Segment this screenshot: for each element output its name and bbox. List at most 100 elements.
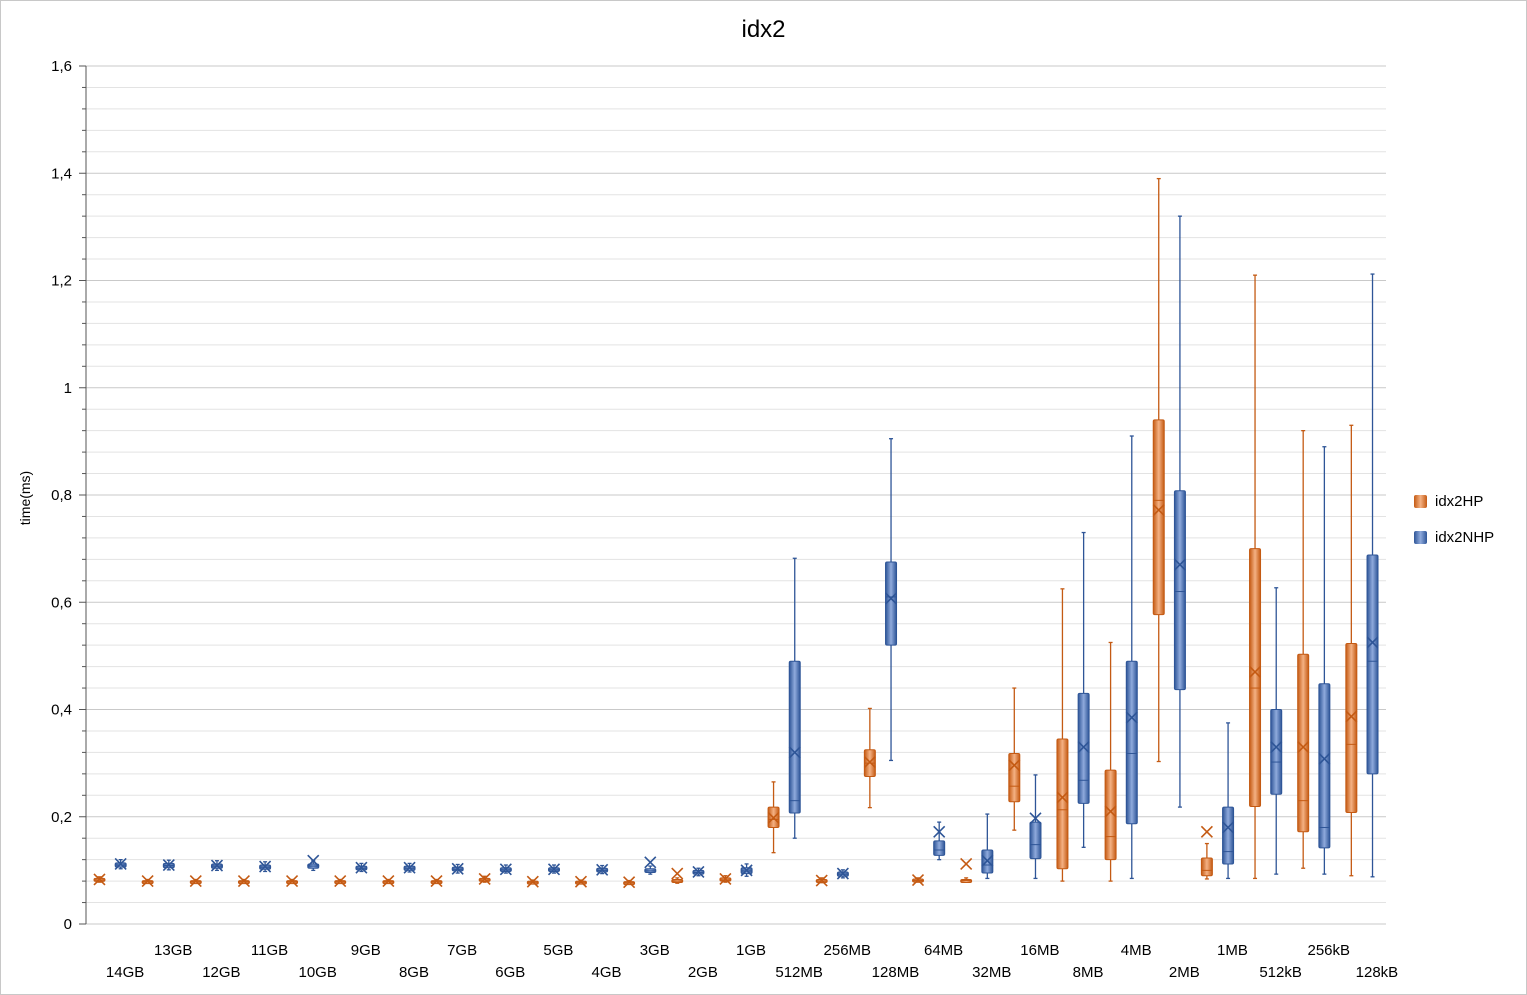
box-iqr [1104, 769, 1117, 861]
x-tick-label: 13GB [154, 942, 192, 959]
gridlines [79, 65, 1386, 925]
box-idx2NHP-1MB [1222, 722, 1235, 880]
x-tick-label: 32MB [972, 964, 1011, 981]
y-tick-label: 0,2 [51, 809, 72, 826]
mean-marker [286, 875, 299, 888]
legend-label-idx2nhp: idx2NHP [1435, 528, 1495, 546]
box-idx2HP-4GB [574, 875, 588, 888]
x-tick-label: 1MB [1217, 942, 1248, 959]
mean-marker [451, 862, 464, 875]
mean-marker [788, 746, 801, 759]
box-idx2NHP-1GB [740, 863, 753, 877]
mean-marker [1104, 805, 1117, 818]
mean-marker [596, 863, 609, 876]
mean-marker [334, 875, 347, 888]
box-idx2HP-256MB [815, 874, 828, 887]
box-iqr [933, 840, 946, 856]
mean-marker [1029, 812, 1042, 825]
legend-swatch-idx2nhp [1414, 530, 1427, 544]
mean-marker [574, 875, 588, 888]
box-idx2NHP-10GB [307, 854, 320, 872]
mean-marker [1152, 503, 1165, 517]
y-tick-label: 0,6 [51, 594, 72, 611]
mean-marker [93, 873, 106, 886]
mean-marker [1248, 665, 1262, 679]
mean-marker [863, 755, 876, 769]
mean-marker [623, 876, 636, 889]
mean-marker [1056, 791, 1069, 804]
box-iqr [1029, 821, 1042, 860]
box-idx2NHP-64MB [933, 821, 946, 861]
mean-marker [1125, 711, 1138, 724]
box-idx2NHP-4MB [1125, 435, 1138, 880]
box-idx2HP-8GB [382, 875, 395, 888]
y-tick-label: 1 [64, 380, 72, 397]
box-idx2NHP-7GB [451, 862, 464, 875]
box-idx2HP-2MB [1152, 177, 1165, 763]
box-idx2NHP-128MB [884, 438, 898, 762]
x-tick-label: 11GB [251, 942, 288, 959]
x-tick-label: 64MB [924, 942, 963, 959]
y-tick-label: 0 [64, 916, 72, 933]
box-idx2NHP-12GB [210, 859, 224, 872]
box-idx2HP-128MB [863, 707, 876, 809]
x-tick-label: 7GB [447, 942, 477, 959]
box-idx2NHP-512kB [1270, 587, 1283, 875]
mean-marker [141, 875, 154, 888]
mean-marker [189, 875, 202, 888]
box-idx2HP-256kB [1297, 429, 1310, 869]
box-idx2NHP-5GB [547, 863, 561, 876]
mean-marker [884, 592, 898, 605]
box-idx2NHP-3GB [644, 856, 657, 875]
x-tick-label: 14GB [106, 964, 144, 981]
mean-marker [933, 825, 946, 838]
legend-item-idx2hp: idx2HP [1414, 490, 1494, 512]
y-tick-label: 1,2 [51, 273, 72, 290]
x-tick-label: 3GB [640, 942, 670, 959]
box-iqr [1056, 738, 1069, 870]
mean-marker [1077, 740, 1090, 754]
x-tick-label: 8MB [1073, 964, 1104, 981]
x-tick-label: 4GB [592, 964, 622, 981]
legend-item-idx2nhp: idx2NHP [1414, 526, 1494, 548]
mean-marker [1173, 558, 1186, 571]
box-iqr [788, 660, 801, 814]
box-idx2HP-512MB [767, 781, 780, 854]
x-tick-label: 9GB [351, 942, 381, 959]
mean-marker [1297, 740, 1310, 754]
box-idx2HP-64MB [911, 873, 925, 887]
mean-marker [430, 875, 443, 888]
y-tick-label: 0,4 [51, 702, 72, 719]
box-idx2HP-128kB [1345, 424, 1358, 877]
box-idx2HP-4MB [1104, 641, 1117, 882]
box-idx2NHP-32MB [981, 813, 994, 880]
mean-marker [1008, 759, 1021, 772]
mean-marker [237, 875, 250, 888]
box-idx2NHP-8GB [403, 861, 416, 874]
legend: idx2HP idx2NHP [1414, 490, 1494, 562]
chart-title: idx2 [741, 16, 786, 43]
mean-marker [836, 867, 849, 880]
box-idx2NHP-8MB [1077, 531, 1090, 848]
mean-marker [1366, 636, 1379, 649]
box-series [93, 177, 1379, 889]
box-idx2HP-7GB [430, 875, 443, 888]
x-tick-label: 256MB [824, 942, 872, 959]
mean-marker [162, 858, 175, 872]
mean-marker [1345, 710, 1358, 723]
mean-marker [740, 864, 753, 877]
x-tick-label: 5GB [543, 942, 573, 959]
mean-marker [499, 863, 512, 876]
box-idx2HP-512kB [1248, 274, 1262, 880]
box-idx2NHP-2MB [1173, 215, 1186, 808]
box-idx2NHP-256kB [1318, 446, 1331, 875]
box-iqr [1366, 554, 1379, 775]
box-idx2HP-8MB [1056, 588, 1069, 882]
x-tick-label: 256kB [1308, 942, 1351, 959]
box-idx2HP-11GB [237, 875, 250, 888]
mean-marker [403, 861, 416, 874]
box-iqr [1152, 419, 1165, 616]
box-idx2HP-1GB [719, 872, 732, 886]
mean-marker [692, 865, 705, 879]
x-tick-label: 8GB [399, 964, 429, 981]
